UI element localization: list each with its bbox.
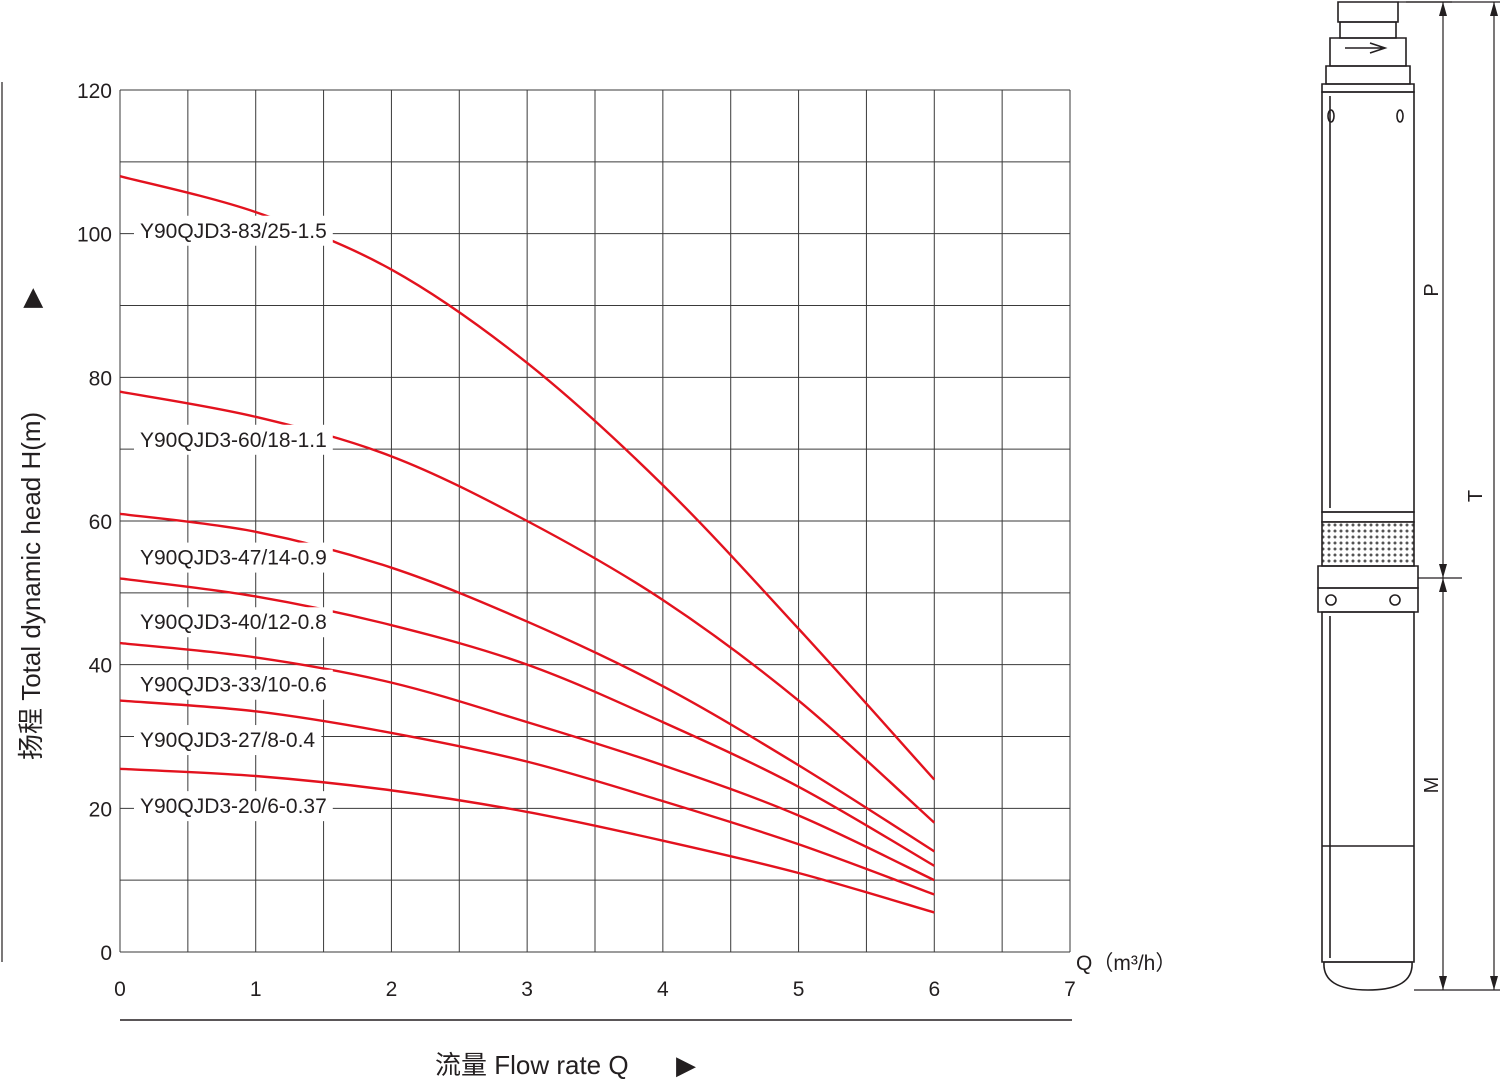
y-tick-label: 60 (89, 511, 112, 534)
series-line (119, 641, 935, 882)
x-tick-label: 0 (114, 978, 126, 1001)
pump-screw-right (1389, 594, 1401, 606)
y-tick-label: 20 (89, 798, 112, 821)
series-label-bg (134, 669, 333, 700)
series-label-bg (134, 607, 333, 638)
pump-top-cap (1337, 1, 1399, 23)
dim-label-m: M (1421, 777, 1443, 794)
series-line (119, 767, 935, 914)
x-tick-label: 5 (793, 978, 805, 1001)
pump-ring (1321, 511, 1415, 523)
x-tick-label: 7 (1064, 978, 1076, 1001)
x-axis-arrow: ▶ (676, 1050, 696, 1080)
y-tick-label: 80 (89, 367, 112, 390)
series-line (119, 175, 936, 781)
chart-grid (119, 89, 1071, 953)
series-line (119, 390, 936, 824)
series-label-bg (134, 725, 322, 756)
x-tick-label: 2 (386, 978, 398, 1001)
series-label: Y90QJD3-47/14-0.9 (140, 547, 327, 570)
x-tick-label: 3 (521, 978, 533, 1001)
pump-bolt-left (1327, 109, 1335, 123)
pump-outlet-body (1329, 37, 1407, 67)
pump-bottom-cap (1323, 961, 1413, 991)
pump-coupling (1317, 565, 1419, 589)
series-line (119, 577, 935, 867)
x-tick-label: 6 (928, 978, 940, 1001)
pump-outlet-flange (1325, 65, 1411, 85)
chart-labels: 0 1 2 3 4 5 6 7 0 20 40 60 80 100 120 Y90QJD3-83/25-1.5… (77, 80, 1076, 1001)
y-tick-label: 100 (77, 224, 112, 247)
series-line (119, 699, 935, 896)
series-label: Y90QJD3-83/25-1.5 (140, 220, 327, 243)
y-axis-title: 扬程 Total dynamic head H(m) (16, 412, 46, 760)
y-tick-label: 0 (100, 942, 112, 965)
dim-label-p: P (1421, 283, 1443, 296)
flow-arrow-icon (1345, 42, 1388, 54)
series-label-bg (134, 215, 333, 246)
series-label-bg (134, 791, 333, 822)
y-axis-arrow: ▶ (16, 288, 46, 308)
series-label: Y90QJD3-33/10-0.6 (140, 674, 327, 697)
pump-screw-left (1325, 594, 1337, 606)
series-label: Y90QJD3-27/8-0.4 (140, 729, 315, 752)
y-tick-label: 40 (89, 655, 112, 678)
x-unit-label: Q（m³/h） (1076, 952, 1176, 975)
x-axis-title: 流量 Flow rate Q (435, 1050, 629, 1080)
series-label: Y90QJD3-20/6-0.37 (140, 795, 327, 818)
series-label-bg (134, 542, 333, 573)
chart-curves (119, 175, 936, 914)
y-tick-label: 120 (77, 80, 112, 103)
pump-motor-body (1321, 611, 1415, 963)
series-line (119, 512, 935, 853)
pump-intake-screen (1321, 521, 1415, 567)
series-label-bg (134, 424, 333, 455)
pump-motor-flange (1317, 587, 1419, 613)
pump-drawing: P T M (1317, 1, 1500, 991)
series-label: Y90QJD3-40/12-0.8 (140, 611, 327, 634)
dim-label-t: T (1465, 490, 1487, 502)
x-tick-label: 4 (657, 978, 669, 1001)
pump-upper-tube (1321, 91, 1415, 513)
x-tick-label: 1 (250, 978, 262, 1001)
pump-bolt-right (1396, 109, 1404, 123)
pump-outlet-neck (1339, 21, 1397, 39)
series-label: Y90QJD3-60/18-1.1 (140, 429, 327, 452)
pump-collar (1321, 83, 1415, 93)
